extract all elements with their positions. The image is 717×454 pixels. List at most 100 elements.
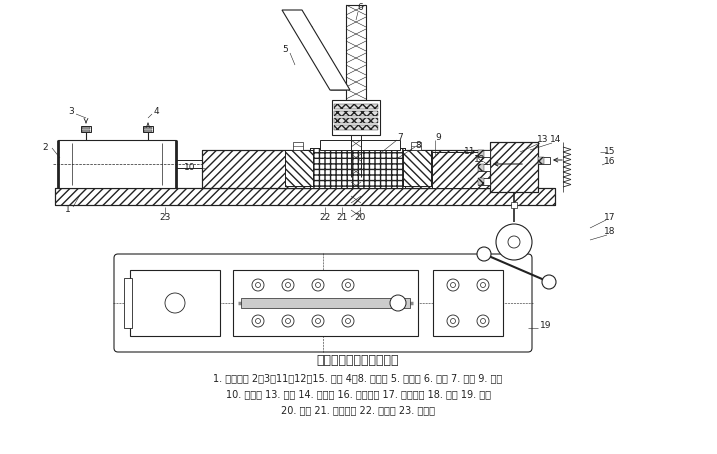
- Text: 4: 4: [153, 108, 158, 117]
- Text: 21: 21: [336, 212, 348, 222]
- Text: 15: 15: [604, 148, 616, 157]
- Text: 10. 支撑板 13. 顶杆 14. 换向阀 16. 回程弹簧 17. 钻床手柄 18. 凸轮 19. 螺钉: 10. 支撑板 13. 顶杆 14. 换向阀 16. 回程弹簧 17. 钻床手柄…: [226, 389, 490, 399]
- Bar: [285, 150, 313, 186]
- Bar: [285, 150, 313, 186]
- Bar: [241, 298, 410, 308]
- Text: 20: 20: [354, 212, 366, 222]
- Text: 12: 12: [475, 156, 485, 164]
- Bar: [202, 150, 492, 188]
- Bar: [478, 150, 490, 157]
- Bar: [478, 164, 484, 171]
- Text: 10: 10: [184, 163, 196, 173]
- Bar: [478, 164, 490, 171]
- Bar: [403, 150, 431, 186]
- Circle shape: [447, 315, 459, 327]
- Circle shape: [477, 279, 489, 291]
- Bar: [82, 127, 90, 129]
- Bar: [490, 142, 538, 192]
- Text: 气动夹紧连续钻孔装置图: 气动夹紧连续钻孔装置图: [317, 354, 399, 366]
- Bar: [320, 140, 400, 150]
- Circle shape: [447, 279, 459, 291]
- Bar: [143, 126, 153, 132]
- FancyBboxPatch shape: [114, 254, 532, 352]
- Bar: [334, 118, 378, 123]
- Text: 3: 3: [68, 108, 74, 117]
- Circle shape: [315, 282, 320, 287]
- Text: 14: 14: [551, 135, 561, 144]
- Circle shape: [508, 236, 520, 248]
- Bar: [490, 142, 538, 192]
- Bar: [334, 104, 378, 109]
- Text: 18: 18: [604, 227, 616, 237]
- Bar: [130, 270, 220, 336]
- Bar: [202, 150, 492, 188]
- Circle shape: [252, 315, 264, 327]
- Bar: [144, 130, 152, 132]
- Text: 17: 17: [604, 213, 616, 222]
- Text: 11: 11: [464, 148, 476, 157]
- Circle shape: [480, 282, 485, 287]
- Circle shape: [342, 279, 354, 291]
- Bar: [293, 142, 303, 150]
- Bar: [82, 130, 90, 132]
- Bar: [511, 202, 517, 208]
- Circle shape: [285, 319, 290, 324]
- Text: 1: 1: [65, 206, 71, 214]
- Text: 23: 23: [159, 212, 171, 222]
- Circle shape: [255, 282, 260, 287]
- Text: 19: 19: [540, 321, 551, 331]
- Text: 20. 螺杆 21. 退料簧片 22. 导向块 23. 活塞杆: 20. 螺杆 21. 退料簧片 22. 导向块 23. 活塞杆: [281, 405, 435, 415]
- Circle shape: [496, 224, 532, 260]
- Circle shape: [312, 279, 324, 291]
- Circle shape: [477, 315, 489, 327]
- Bar: [433, 270, 503, 336]
- Circle shape: [450, 319, 455, 324]
- Text: 7: 7: [397, 133, 403, 143]
- Circle shape: [285, 282, 290, 287]
- Bar: [124, 278, 132, 328]
- Bar: [411, 142, 421, 150]
- Circle shape: [282, 279, 294, 291]
- Bar: [478, 178, 484, 185]
- Bar: [432, 152, 490, 188]
- Circle shape: [252, 279, 264, 291]
- Circle shape: [346, 319, 351, 324]
- Circle shape: [450, 282, 455, 287]
- Circle shape: [346, 282, 351, 287]
- Polygon shape: [282, 10, 350, 90]
- Circle shape: [342, 315, 354, 327]
- Circle shape: [165, 293, 185, 313]
- Circle shape: [480, 319, 485, 324]
- Circle shape: [282, 315, 294, 327]
- Text: 1. 驱动气缸 2、3、11、12、15. 气嘴 4、8. 夹紧块 5. 支撑架 6. 钻头 7. 工件 9. 垫板: 1. 驱动气缸 2、3、11、12、15. 气嘴 4、8. 夹紧块 5. 支撑架…: [214, 373, 503, 383]
- Circle shape: [542, 275, 556, 289]
- Bar: [334, 111, 378, 116]
- Bar: [538, 157, 544, 164]
- Bar: [81, 126, 91, 132]
- Bar: [432, 152, 490, 188]
- Bar: [310, 148, 405, 188]
- Bar: [58, 140, 176, 188]
- Text: 5: 5: [282, 45, 288, 54]
- Bar: [233, 270, 418, 336]
- Circle shape: [390, 295, 406, 311]
- Circle shape: [477, 247, 491, 261]
- Bar: [332, 100, 380, 135]
- Bar: [334, 125, 378, 130]
- Bar: [310, 148, 405, 188]
- Bar: [346, 5, 366, 100]
- Bar: [55, 188, 555, 205]
- Bar: [538, 157, 550, 164]
- Circle shape: [312, 315, 324, 327]
- Text: 16: 16: [604, 158, 616, 167]
- Text: 9: 9: [435, 133, 441, 143]
- Text: 22: 22: [319, 212, 331, 222]
- Bar: [478, 178, 490, 185]
- Bar: [144, 127, 152, 129]
- Bar: [55, 188, 555, 205]
- Text: 6: 6: [357, 4, 363, 13]
- Text: 2: 2: [42, 143, 48, 153]
- Bar: [403, 150, 431, 186]
- Bar: [478, 150, 484, 157]
- Circle shape: [255, 319, 260, 324]
